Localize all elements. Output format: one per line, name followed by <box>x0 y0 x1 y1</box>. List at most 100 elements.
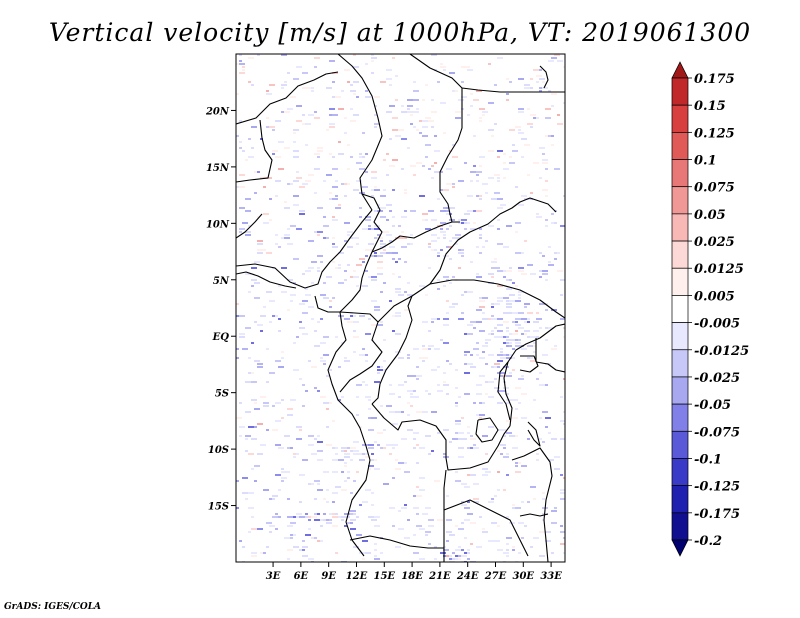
field-cell <box>470 543 473 545</box>
field-cell <box>458 318 464 320</box>
field-cell <box>479 306 485 308</box>
x-tick-label: 12E <box>346 571 368 582</box>
field-cell <box>251 516 254 518</box>
field-cell <box>410 393 413 395</box>
field-cell <box>500 375 503 377</box>
field-cell <box>386 78 392 80</box>
field-cell <box>395 288 401 290</box>
field-cell <box>482 111 488 113</box>
field-cell <box>353 54 356 56</box>
field-cell <box>347 144 350 146</box>
field-cell <box>362 444 368 446</box>
field-cell <box>443 453 446 455</box>
field-cell <box>512 369 515 371</box>
field-cell <box>317 450 323 452</box>
field-cell <box>551 213 554 215</box>
field-cell <box>512 150 518 152</box>
field-cell <box>359 156 362 158</box>
field-cell <box>332 501 335 503</box>
field-cell <box>257 528 263 530</box>
field-cell <box>527 108 530 110</box>
field-cell <box>416 486 419 488</box>
field-cell <box>365 489 371 491</box>
field-cell <box>296 228 302 230</box>
field-cell <box>368 516 374 518</box>
field-cell <box>317 156 320 158</box>
x-tick-label: 27E <box>484 571 507 582</box>
field-cell <box>482 402 485 404</box>
field-cell <box>479 516 482 518</box>
field-cell <box>431 411 437 413</box>
field-cell <box>290 522 296 524</box>
field-cell <box>374 252 377 254</box>
field-cell <box>437 279 440 281</box>
field-cell <box>239 60 242 62</box>
field-cell <box>506 327 509 329</box>
field-cell <box>470 474 476 476</box>
field-cell <box>416 513 419 515</box>
field-cell <box>428 525 434 527</box>
field-cell <box>392 225 395 227</box>
field-cell <box>536 453 539 455</box>
field-cell <box>275 360 281 362</box>
field-cell <box>449 441 452 443</box>
field-cell <box>461 501 464 503</box>
field-cell <box>383 159 386 161</box>
field-cell <box>413 174 416 176</box>
field-cell <box>554 507 557 509</box>
field-cell <box>497 228 500 230</box>
field-cell <box>491 306 494 308</box>
field-cell <box>329 123 335 125</box>
field-cell <box>404 507 407 509</box>
field-cell <box>494 378 497 380</box>
field-cell <box>326 237 329 239</box>
field-cell <box>341 471 344 473</box>
field-cell <box>341 450 344 452</box>
field-cell <box>344 525 347 527</box>
field-cell <box>425 219 428 221</box>
field-cell <box>557 252 560 254</box>
field-cell <box>470 522 476 524</box>
field-cell <box>536 81 539 83</box>
field-cell <box>488 177 494 179</box>
field-cell <box>275 315 278 317</box>
field-cell <box>350 492 353 494</box>
field-cell <box>455 243 458 245</box>
field-cell <box>314 345 320 347</box>
field-cell <box>410 234 413 236</box>
field-cell <box>506 393 509 395</box>
field-cell <box>425 534 428 536</box>
field-cell <box>464 372 470 374</box>
chart-title: Vertical velocity [m/s] at 1000hPa, VT: … <box>48 18 752 47</box>
field-cell <box>380 216 386 218</box>
field-cell <box>455 471 458 473</box>
field-cell <box>524 306 527 308</box>
field-cell <box>470 438 476 440</box>
field-cell <box>329 306 332 308</box>
field-cell <box>344 117 347 119</box>
field-cell <box>311 483 314 485</box>
field-cell <box>254 192 257 194</box>
field-cell <box>290 300 293 302</box>
field-cell <box>491 261 497 263</box>
field-cell <box>404 537 410 539</box>
field-cell <box>305 87 311 89</box>
field-cell <box>509 435 515 437</box>
field-cell <box>464 552 467 554</box>
field-cell <box>392 252 398 254</box>
field-cell <box>482 312 485 314</box>
field-cell <box>536 336 539 338</box>
field-cell <box>440 210 446 212</box>
field-cell <box>467 114 470 116</box>
field-cell <box>305 534 311 536</box>
field-cell <box>560 543 565 545</box>
field-cell <box>368 429 374 431</box>
field-cell <box>260 138 263 140</box>
field-cell <box>332 216 335 218</box>
field-cell <box>527 318 530 320</box>
field-cell <box>497 177 500 179</box>
field-cell <box>551 522 557 524</box>
field-cell <box>551 348 557 350</box>
field-cell <box>551 93 557 95</box>
